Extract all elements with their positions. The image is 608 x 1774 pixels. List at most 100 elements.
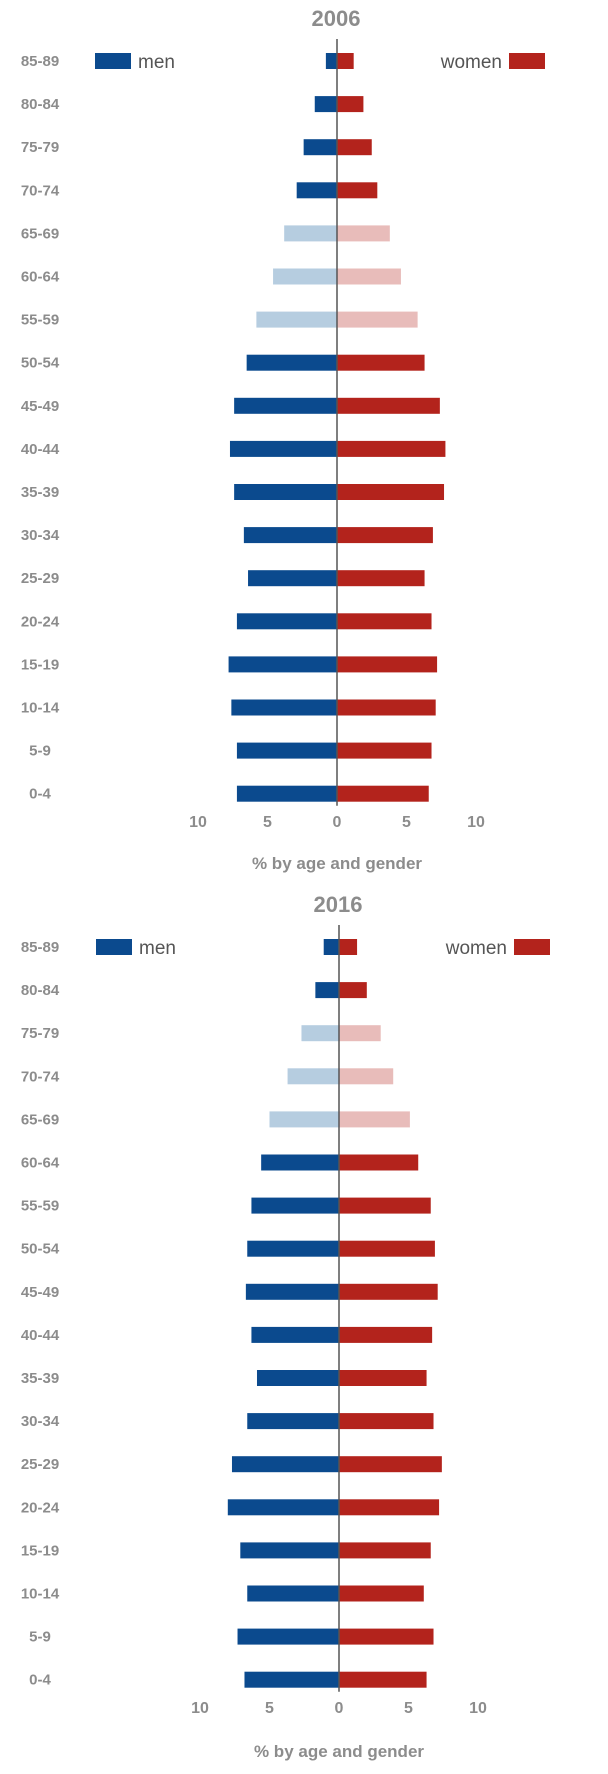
men-bar (227, 1499, 339, 1516)
men-bar (247, 1585, 339, 1602)
men-bar (231, 1456, 339, 1473)
chart-title: 2016 (314, 892, 363, 917)
age-group-label: 35-39 (21, 484, 59, 501)
women-bar (337, 182, 378, 199)
age-group-label: 55-59 (21, 312, 59, 329)
age-group-label: 5-9 (29, 1629, 51, 1646)
men-bar (256, 311, 337, 328)
x-tick-label: 0 (333, 814, 342, 831)
women-bar (339, 1240, 435, 1257)
women-bar (339, 1068, 394, 1085)
age-group-label: 70-74 (21, 1068, 60, 1085)
age-group-label: 85-89 (21, 939, 59, 956)
women-bar (339, 1499, 440, 1516)
age-group-label: 15-19 (21, 1542, 59, 1559)
legend-women-label: women (445, 938, 507, 959)
women-bar (337, 527, 433, 544)
men-bar (273, 268, 337, 285)
men-bar (236, 742, 337, 759)
men-bar (296, 182, 337, 199)
age-group-label: 60-64 (21, 269, 60, 286)
women-bar (337, 570, 425, 587)
men-bar (301, 1025, 339, 1042)
x-axis-label: % by age and gender (254, 1742, 424, 1761)
men-bar (234, 397, 337, 414)
age-group-label: 85-89 (21, 53, 59, 70)
x-tick-label: 10 (467, 814, 485, 831)
age-group-label: 25-29 (21, 1456, 59, 1473)
age-group-label: 50-54 (21, 355, 60, 372)
men-bar (228, 656, 337, 673)
age-group-label: 20-24 (21, 613, 60, 630)
x-tick-label: 5 (265, 1700, 274, 1717)
men-bar (237, 1628, 339, 1645)
age-group-label: 75-79 (21, 139, 59, 156)
age-group-label: 65-69 (21, 225, 59, 242)
men-bar (325, 53, 337, 69)
legend-women-swatch (509, 53, 545, 69)
women-bar (339, 1370, 427, 1386)
age-group-label: 70-74 (21, 182, 60, 199)
age-group-label: 10-14 (21, 1586, 60, 1603)
women-bar (337, 699, 436, 716)
age-group-label: 60-64 (21, 1155, 60, 1172)
men-bar (245, 1283, 339, 1300)
men-bar (246, 354, 337, 371)
age-group-label: 15-19 (21, 656, 59, 673)
age-group-label: 30-34 (21, 1413, 60, 1430)
x-tick-label: 5 (402, 814, 411, 831)
men-bar (234, 484, 337, 500)
women-bar (339, 1111, 410, 1128)
women-bar (337, 139, 372, 156)
women-bar (339, 1585, 424, 1602)
women-bar (337, 613, 432, 630)
men-bar (256, 1370, 339, 1386)
men-bar (247, 1413, 339, 1430)
age-group-label: 65-69 (21, 1111, 59, 1128)
men-bar (236, 785, 337, 802)
legend-men-label: men (138, 52, 175, 73)
women-bar (339, 939, 358, 955)
x-tick-label: 0 (335, 1700, 344, 1717)
x-tick-label: 10 (189, 814, 207, 831)
age-group-label: 50-54 (21, 1241, 60, 1258)
x-tick-label: 10 (469, 1700, 487, 1717)
age-group-label: 55-59 (21, 1198, 59, 1215)
women-bar (337, 785, 429, 802)
age-group-label: 25-29 (21, 570, 59, 587)
age-group-label: 40-44 (21, 441, 60, 458)
age-group-label: 40-44 (21, 1327, 60, 1344)
men-bar (247, 1240, 339, 1257)
women-bar (339, 1326, 433, 1343)
men-bar (243, 527, 337, 544)
women-bar (339, 1283, 438, 1300)
age-group-label: 45-49 (21, 1284, 59, 1301)
women-bar (337, 354, 425, 371)
women-bar (339, 1154, 419, 1171)
men-bar (284, 225, 337, 242)
men-bar (251, 1326, 339, 1343)
women-bar (337, 484, 445, 500)
age-group-label: 75-79 (21, 1025, 59, 1042)
age-group-label: 10-14 (21, 700, 60, 717)
men-bar (248, 570, 337, 587)
age-group-label: 0-4 (29, 1672, 51, 1689)
women-bar (339, 1025, 381, 1042)
x-tick-label: 5 (404, 1700, 413, 1717)
population-pyramid-2006: 2006 85-89 80-84 75-79 70-74 65-69 60-64 55-59 5… (21, 6, 545, 873)
chart-title: 2006 (312, 6, 361, 31)
women-bar (339, 1628, 434, 1645)
legend-women-swatch (514, 939, 550, 955)
men-bar (269, 1111, 339, 1128)
women-bar (337, 440, 446, 457)
women-bar (339, 1542, 431, 1559)
men-bar (231, 699, 337, 716)
women-bar (339, 1456, 442, 1473)
legend-men-label: men (139, 938, 176, 959)
women-bar (339, 1671, 427, 1688)
population-pyramid-2016: 2016 85-89 80-84 75-79 70-74 65-69 60-64 55-59 5… (21, 892, 550, 1761)
women-bar (337, 96, 364, 113)
women-bar (337, 397, 440, 414)
men-bar (303, 139, 337, 156)
legend-women-label: women (440, 52, 502, 73)
